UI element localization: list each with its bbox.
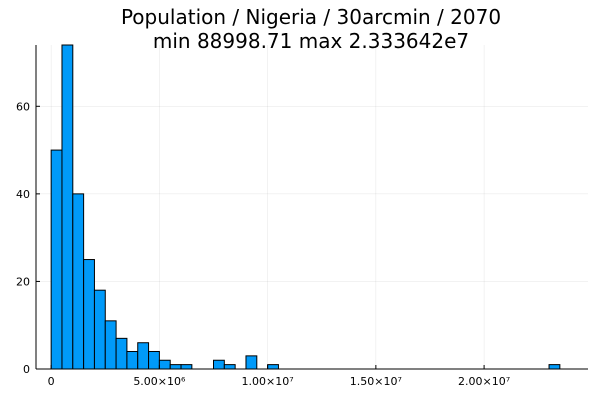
histogram-bar [126, 350, 139, 370]
bars [50, 44, 561, 370]
y-tick-label: 60 [16, 100, 30, 113]
histogram-bar [137, 342, 150, 370]
histogram-bar [213, 359, 225, 370]
histogram-bar [223, 364, 236, 370]
chart-title-line-2: min 88998.71 max 2.333642e7 [153, 29, 469, 53]
y-tick-label: 20 [16, 275, 30, 288]
x-tick-label: 2.00×10⁷ [458, 375, 510, 388]
histogram-bar [158, 359, 171, 370]
histogram-bar [104, 320, 117, 370]
histogram-bar [180, 364, 193, 370]
histogram-bar [115, 337, 128, 370]
grid [36, 45, 588, 370]
x-tick-label: 5.00×10⁶ [133, 375, 186, 388]
histogram-bar [61, 44, 74, 370]
x-tick-label: 0 [48, 375, 55, 388]
histogram-bar [267, 364, 279, 370]
histogram-bar [245, 355, 258, 370]
y-tick-label: 0 [23, 363, 30, 376]
histogram-bar [72, 193, 85, 370]
histogram-bar [148, 350, 160, 370]
histogram-bar [83, 259, 95, 370]
y-tick-label: 40 [16, 188, 30, 201]
x-tick-label: 1.00×10⁷ [242, 375, 294, 388]
axes: 0 5.00×10⁶ 1.00×10⁷ 1.50×10⁷ 2.00×10⁷ 0 20 40 60 [16, 45, 588, 388]
histogram-bar [50, 149, 63, 370]
histogram-bar [548, 364, 561, 370]
histogram-bar [169, 364, 182, 370]
chart-title-line-1: Population / Nigeria / 30arcmin / 2070 [121, 5, 501, 29]
x-tick-label: 1.50×10⁷ [350, 375, 402, 388]
histogram-bar [93, 289, 106, 370]
